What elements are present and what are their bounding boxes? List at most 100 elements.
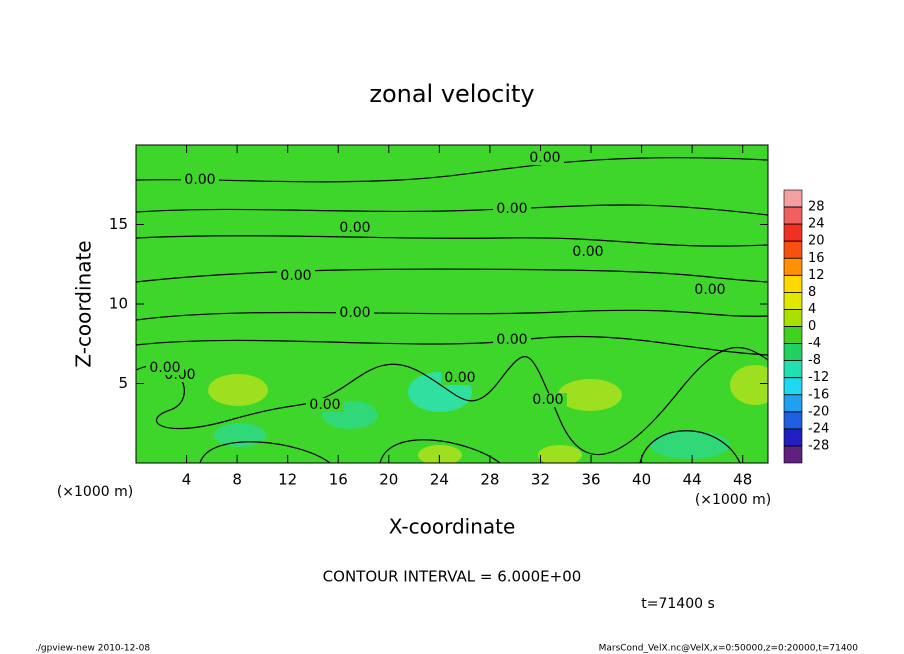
time-label: t=71400 s [641,596,715,612]
contour-label-bg [146,361,184,375]
contour-label: 0.00 [309,397,340,413]
field-background [136,145,768,463]
colorbar-swatch [783,223,803,242]
colorbar-swatch [783,309,803,327]
colorbar-swatch [783,326,803,344]
colorbar-label: 12 [808,268,825,283]
x-tick-label: 4 [182,471,192,489]
colorbar-swatch [783,360,803,378]
contour-label: 0.00 [444,370,475,386]
colorbar-swatch [783,240,803,259]
colorbar-swatch [783,411,803,430]
x-tick-label: 32 [531,471,550,489]
x-tick-label: 20 [379,471,398,489]
colorbar-label: 4 [808,302,816,317]
field-blob [418,445,462,463]
x-tick-label: 44 [683,471,702,489]
contour-label-bg [336,306,374,320]
contour-label-bg [277,269,315,283]
contour-line [136,268,768,283]
contour-line [639,430,741,463]
x-tick-label: 48 [733,471,752,489]
x-tick-label: 8 [232,471,242,489]
colorbar-label: 16 [808,251,825,266]
contour-label: 0.00 [532,392,563,408]
contour-line [136,157,768,183]
colorbar-label: 0 [808,319,816,334]
x-axis-label: X-coordinate [389,515,516,539]
contour-label: 0.00 [572,244,603,260]
contour-line [136,309,768,321]
x-tick-label: 16 [329,471,348,489]
field-blob [214,423,266,447]
x-tick-label: 36 [581,471,600,489]
y-tick-label: 5 [118,374,128,392]
contour-label: 0.00 [184,172,215,188]
contour-line [379,439,501,463]
contour-label: 0.00 [280,268,311,284]
colorbar-label: 28 [808,200,825,215]
field-blob [650,431,730,459]
contour-label-bg [526,151,564,165]
contour-label: 0.00 [339,305,370,321]
contour-line [199,441,331,463]
y-tick-label: 15 [109,215,128,233]
y-tick-label: 10 [109,295,128,313]
contour-line [136,204,768,216]
footer-left: ./gpview-new 2010-12-08 [35,644,150,654]
colorbar-label: 20 [808,234,825,249]
footer-right: MarsCond_VelX.nc@VelX,x=0:50000,z=0:2000… [599,644,859,654]
contour-label-bg [529,393,567,407]
colorbar-swatch [783,445,803,464]
contour-label-bg [569,245,607,259]
contour-label-bg [493,333,531,347]
colorbar-swatch [783,428,803,447]
contour-label-bg [181,173,219,187]
chart-title: zonal velocity [369,80,534,108]
contour-interval: CONTOUR INTERVAL = 6.000E+00 [323,568,582,586]
colorbar-swatch [783,206,803,225]
x-tick-label: 28 [480,471,499,489]
colorbar-label: -8 [808,353,821,368]
field [136,145,768,463]
colorbar-label: -4 [808,336,821,351]
colorbar-label: -28 [808,438,829,453]
colorbar-swatch [783,343,803,361]
y-axis-label: Z-coordinate [72,240,96,367]
colorbar-label: -16 [808,387,829,402]
colorbar-swatch [783,377,803,396]
contour-label-bg [691,283,729,297]
contour-label: 0.00 [496,201,527,217]
contour-label-bg [493,202,531,216]
x-tick-label: 12 [278,471,297,489]
contour-label: 0.00 [496,332,527,348]
field-blob [730,365,768,405]
field-blob [558,379,622,411]
contour-label: 0.00 [149,360,180,376]
x-tick-label: 40 [632,471,651,489]
field-blob [538,445,582,463]
contour-line [136,235,768,247]
contour-label-bg [336,221,374,235]
colorbar-swatch [783,275,803,293]
colorbar-swatch [783,189,803,208]
colorbar-label: -12 [808,370,829,385]
colorbar-swatch [783,257,803,276]
x-tick-label: 24 [430,471,449,489]
contour-label: 0.00 [529,150,560,166]
field-blob [208,374,268,406]
contour-label-bg [306,398,344,412]
y-unit: (×1000 m) [57,484,133,500]
contour-label: 0.00 [694,282,725,298]
colorbar-label: -20 [808,404,829,419]
colorbar-swatch [783,394,803,413]
contour-label-bg [441,371,479,385]
contour-line [136,346,768,456]
contour-label: 0.00 [339,220,370,236]
colorbar-label: 8 [808,285,816,300]
colorbar-label: 24 [808,217,825,232]
colorbar-label: -24 [808,421,829,436]
x-unit: (×1000 m) [695,492,771,508]
colorbar-swatch [783,292,803,310]
